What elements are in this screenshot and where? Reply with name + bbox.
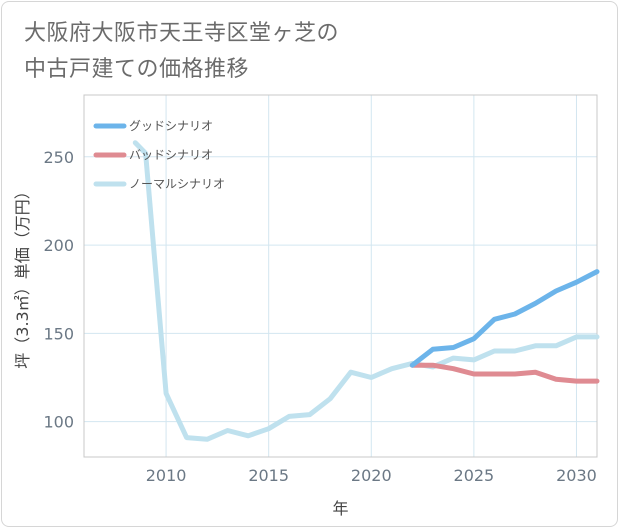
x-tick-label: 2015 [248,466,289,485]
series-line [409,269,600,368]
x-tick-label: 2010 [146,466,187,485]
chart-title-line-2: 中古戸建ての価格推移 [24,57,250,82]
y-tick-label: 250 [43,148,74,167]
y-tick-label: 100 [43,413,74,432]
y-tick-label: 200 [43,236,74,255]
legend-label: バッドシナリオ [129,148,213,162]
series-lines [132,140,600,442]
legend-label: グッドシナリオ [129,119,213,133]
x-tick-label: 2020 [351,466,392,485]
x-tick-label: 2030 [556,466,597,485]
series-line [132,140,600,442]
x-axis-title: 年 [332,499,348,518]
x-tick-label: 2025 [454,466,495,485]
chart-title-line-1: 大阪府大阪市天王寺区堂ヶ芝の [24,21,340,46]
series-line [409,362,600,384]
legend-label: ノーマルシナリオ [129,177,225,191]
chart-title: 大阪府大阪市天王寺区堂ヶ芝の 中古戸建ての価格推移 [24,16,604,88]
tick-labels: 2010 2015 2020 2025 2030 100 150 200 250 [43,148,596,485]
y-axis-title: 坪（3.3㎡）単価（万円） [13,183,32,368]
plot-frame [83,94,598,458]
y-tick-label: 150 [43,324,74,343]
